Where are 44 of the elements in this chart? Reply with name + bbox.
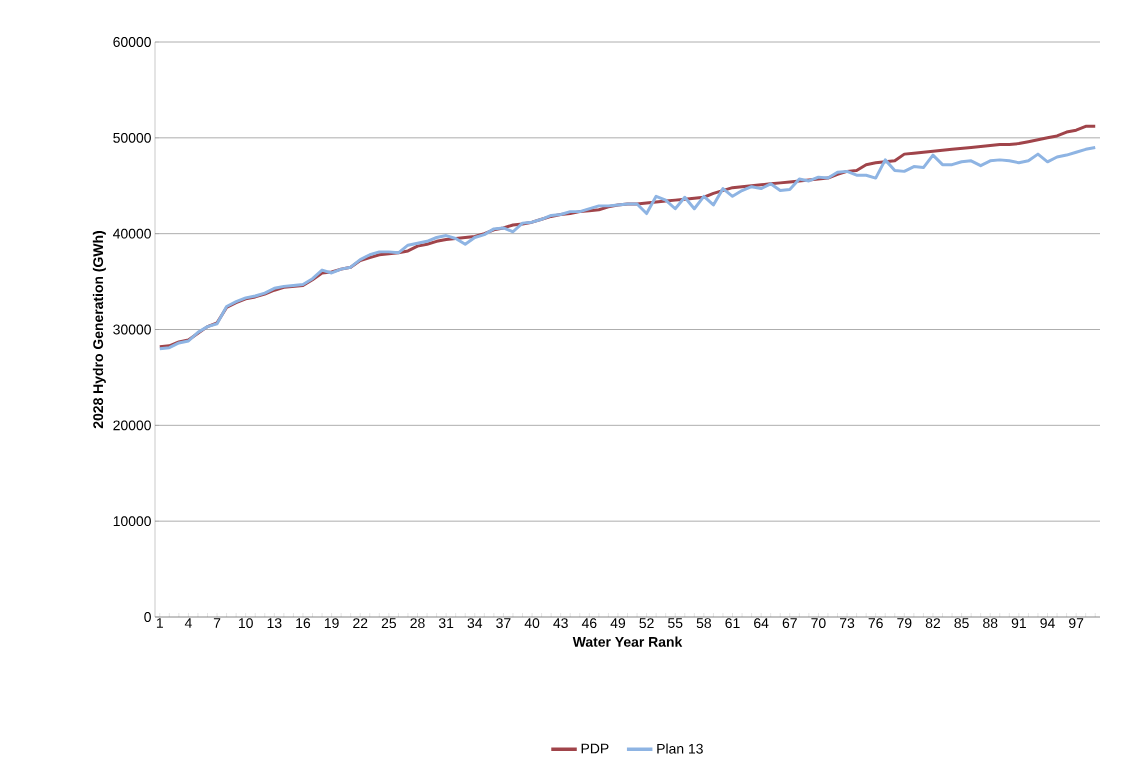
y-tick-label: 30000 — [113, 324, 151, 335]
x-tick-label: 55 — [668, 618, 683, 628]
x-tick-label: 46 — [581, 618, 597, 629]
y-tick-label: 50000 — [113, 132, 151, 143]
x-tick-label: 76 — [868, 618, 883, 629]
x-tick-label: 28 — [410, 618, 425, 629]
x-tick-label: 70 — [811, 618, 826, 629]
x-tick-label: 34 — [467, 618, 483, 629]
x-tick-label: 52 — [639, 618, 654, 629]
x-tick-label: 40 — [524, 618, 540, 629]
x-tick-label: 25 — [381, 618, 397, 629]
x-tick-label: 13 — [267, 618, 282, 629]
x-tick-label: 49 — [610, 618, 626, 629]
x-tick-label: 94 — [1040, 618, 1055, 629]
x-tick-label: 4 — [184, 618, 192, 628]
x-tick-label: 19 — [324, 618, 339, 629]
x-tick-label: 37 — [496, 618, 511, 629]
x-tick-label: 91 — [1011, 618, 1026, 629]
x-tick-label: 61 — [725, 618, 740, 629]
x-tick-label: 64 — [754, 618, 769, 629]
y-tick-label: 20000 — [113, 420, 151, 431]
y-axis-title: 2028 Hydro Generation (GWh) — [92, 231, 106, 429]
y-tick-label: 60000 — [113, 37, 151, 47]
y-tick-label: 40000 — [113, 228, 151, 239]
x-tick-label: 82 — [925, 618, 941, 629]
x-tick-label: 31 — [438, 618, 454, 629]
legend-label: Plan 13 — [657, 743, 703, 754]
x-tick-label: 1 — [156, 618, 163, 628]
x-tick-label: 7 — [213, 618, 221, 628]
x-tick-label: 97 — [1069, 618, 1084, 629]
x-tick-label: 43 — [553, 618, 568, 629]
x-tick-label: 22 — [353, 618, 368, 628]
x-axis-title: Water Year Rank — [572, 636, 683, 647]
x-tick-label: 16 — [296, 618, 311, 629]
x-tick-label: 58 — [696, 618, 712, 629]
x-tick-label: 67 — [782, 618, 797, 629]
x-tick-label: 79 — [897, 618, 912, 629]
y-tick-label: 0 — [144, 612, 151, 622]
legend-label: PDP — [581, 743, 609, 754]
x-tick-label: 88 — [983, 618, 998, 629]
y-tick-label: 10000 — [113, 516, 151, 527]
x-tick-label: 73 — [840, 618, 855, 629]
x-tick-label: 85 — [954, 618, 969, 629]
x-tick-label: 10 — [238, 618, 253, 629]
